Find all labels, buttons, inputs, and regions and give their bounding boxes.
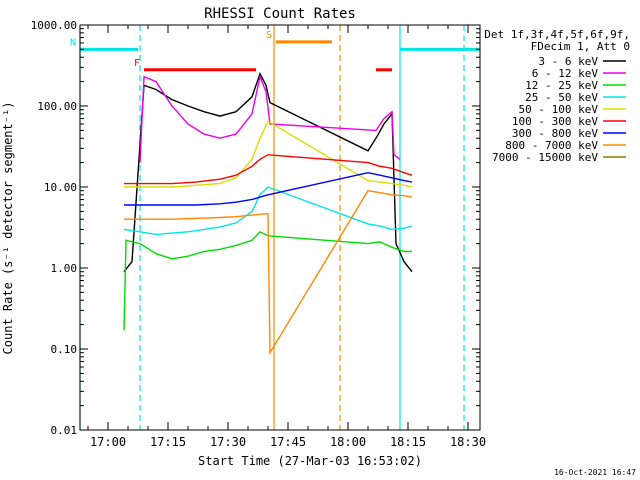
y-tick-label-5: 1000.00: [31, 19, 77, 32]
legend-label-4: 50 - 100 keV: [519, 103, 599, 116]
series-line-4: [124, 120, 413, 188]
legend-label-8: 7000 - 15000 keV: [492, 151, 598, 164]
legend-label-1: 6 - 12 keV: [532, 67, 599, 80]
y-tick-label-4: 100.00: [37, 100, 77, 113]
x-axis-label: Start Time (27-Mar-03 16:53:02): [198, 454, 422, 468]
axes-layer: 0.01 0.10 1.00 10.00 100.00 1000.00 17:00 17:15…: [31, 19, 486, 449]
x-tick-label-5: 18:15: [390, 435, 426, 449]
legend-label-0: 3 - 6 keV: [538, 55, 598, 68]
x-tick-label-4: 18:00: [330, 435, 366, 449]
series-line-1: [139, 74, 401, 163]
y-tick-label-1: 0.10: [51, 343, 78, 356]
legend-label-6: 300 - 800 keV: [512, 127, 598, 140]
data-layer: N F S: [70, 25, 480, 430]
legend-header-line-1: Det 1f,3f,4f,5f,6f,9f,: [484, 28, 630, 41]
series-line-2: [123, 230, 412, 331]
timestamp: 16-Oct-2021 16:47: [554, 468, 636, 477]
flag-s-label: S: [266, 30, 272, 41]
y-tick-label-3: 10.00: [44, 181, 77, 194]
legend-label-7: 800 - 7000 keV: [505, 139, 598, 152]
y-tick-label-2: 1.00: [51, 262, 78, 275]
series-line-6: [124, 171, 413, 206]
series-line-0: [123, 72, 413, 273]
x-tick-label-0: 17:00: [90, 435, 126, 449]
legend-header-line-2: FDecim 1, Att 0: [531, 40, 630, 53]
legend-label-5: 100 - 300 keV: [512, 115, 598, 128]
x-tick-label-1: 17:15: [150, 435, 186, 449]
series-line-7: [124, 189, 413, 356]
legend-label-2: 12 - 25 keV: [525, 79, 598, 92]
y-tick-label-0: 0.01: [51, 424, 78, 437]
x-tick-label-2: 17:30: [210, 435, 246, 449]
x-tick-label-6: 18:30: [450, 435, 486, 449]
y-axis-label: Count Rate (s⁻¹ detector segment⁻¹): [1, 102, 15, 355]
x-tick-label-3: 17:45: [270, 435, 306, 449]
plot-frame: [79, 24, 481, 431]
series-line-5: [124, 154, 413, 185]
chart-title: RHESSI Count Rates: [204, 6, 356, 22]
legend: Det 1f,3f,4f,5f,6f,9f, FDecim 1, Att 0 3…: [484, 28, 630, 164]
series-line-3: [123, 186, 413, 236]
flag-n-label: N: [70, 37, 76, 48]
flag-f-label: F: [134, 58, 140, 69]
legend-label-3: 25 - 50 keV: [525, 91, 598, 104]
